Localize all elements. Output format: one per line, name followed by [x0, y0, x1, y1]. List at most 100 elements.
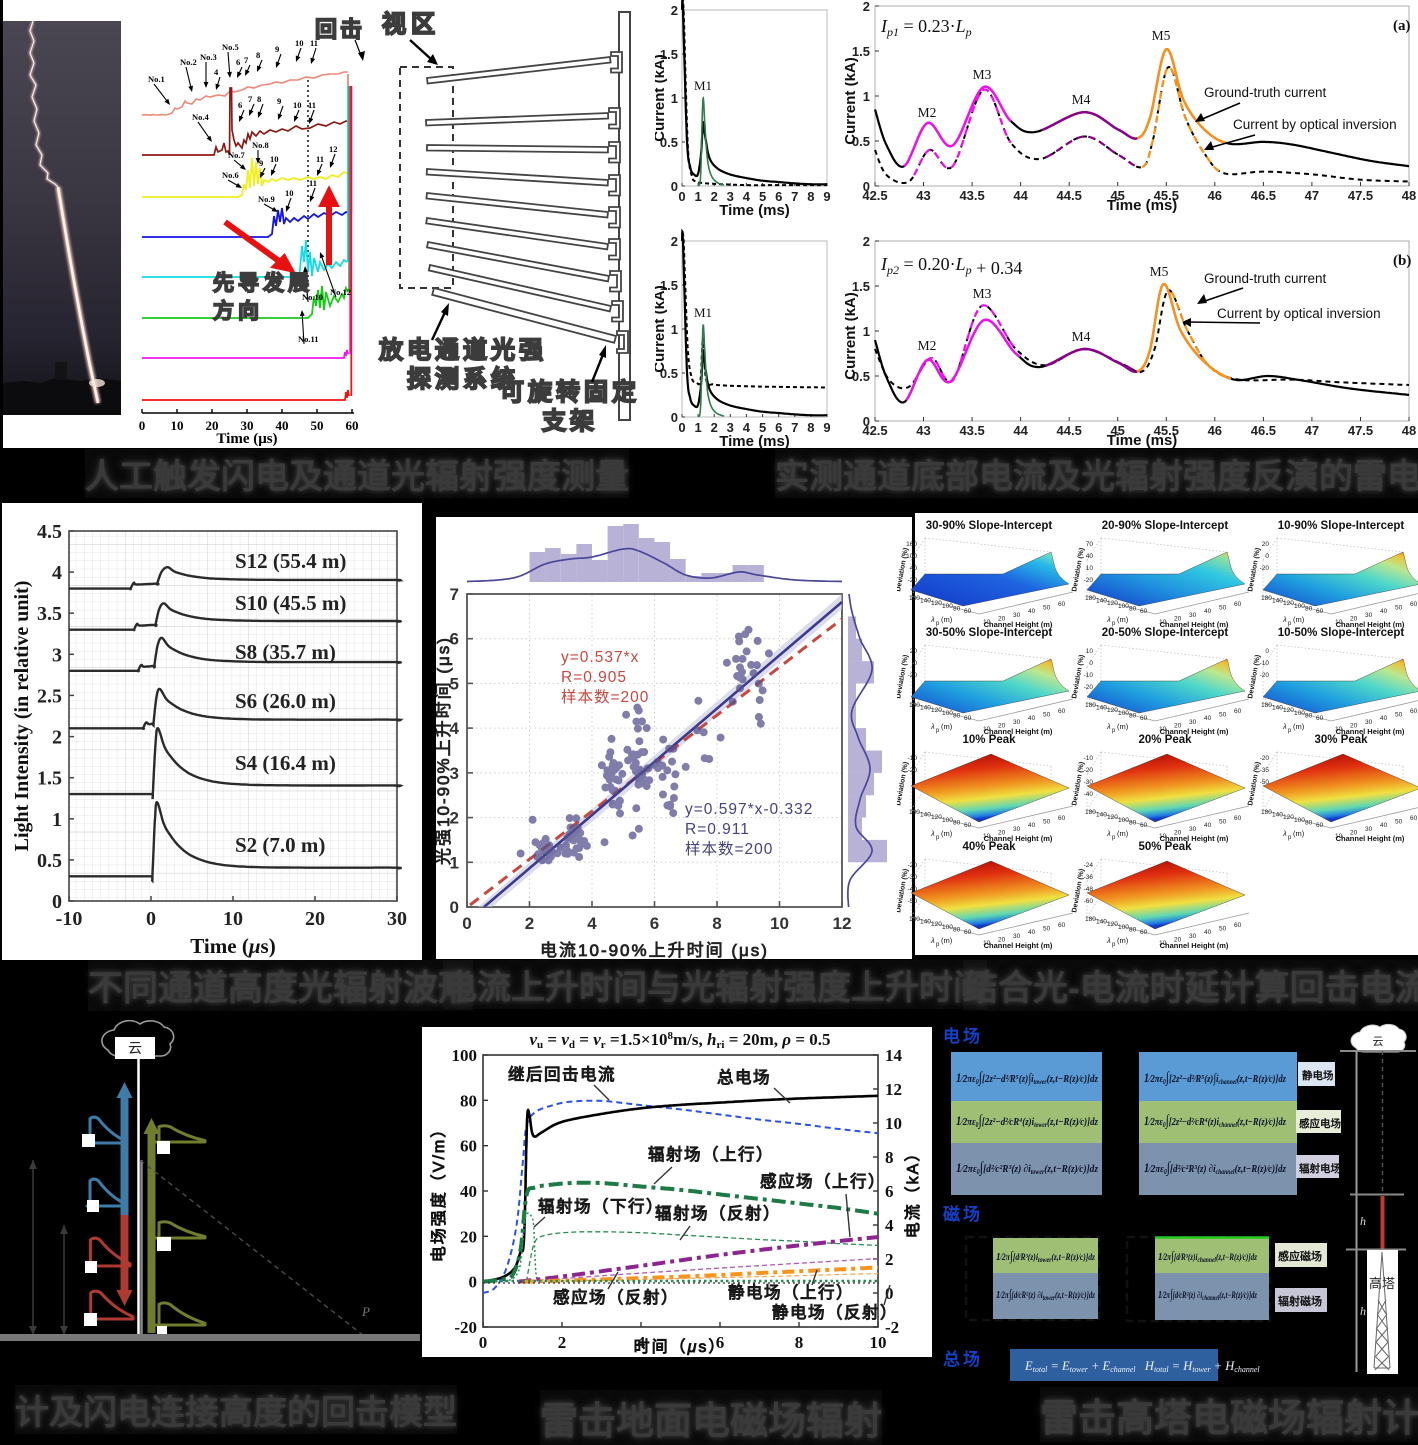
svg-text:20: 20	[910, 648, 918, 655]
svg-text:Channel Height (m): Channel Height (m)	[1336, 834, 1405, 843]
svg-text:60: 60	[1140, 608, 1148, 615]
svg-text:10: 10	[1159, 619, 1167, 626]
svg-text:(m): (m)	[1293, 722, 1305, 731]
svg-text:M2: M2	[918, 338, 937, 353]
svg-text:44.5: 44.5	[1057, 188, 1082, 203]
svg-text:-10: -10	[56, 908, 83, 930]
svg-text:静电场（反射）: 静电场（反射）	[772, 1303, 898, 1322]
svg-text:2.5: 2.5	[37, 685, 62, 707]
svg-text:vu = vd = vr =1.5×108m/s, hri: vu = vd = vr =1.5×108m/s, hri = 20m, ρ =…	[529, 1030, 830, 1051]
svg-text:30: 30	[241, 418, 254, 433]
svg-text:λ: λ	[930, 829, 935, 838]
svg-text:30-50% Slope-Intercept: 30-50% Slope-Intercept	[926, 627, 1053, 639]
svg-text:60: 60	[1058, 601, 1066, 608]
svg-text:10: 10	[1159, 940, 1167, 947]
svg-text:3.5: 3.5	[37, 603, 62, 625]
svg-text:10: 10	[223, 908, 243, 930]
svg-text:-20: -20	[908, 767, 918, 774]
svg-text:0: 0	[450, 898, 459, 917]
svg-text:40: 40	[1204, 929, 1212, 936]
svg-text:7: 7	[791, 420, 798, 435]
svg-text:20: 20	[1174, 615, 1182, 622]
svg-text:4: 4	[637, 1333, 646, 1352]
svg-text:M5: M5	[1152, 28, 1171, 43]
svg-text:40: 40	[1204, 715, 1212, 722]
svg-text:120: 120	[931, 921, 942, 928]
svg-text:100: 100	[942, 710, 953, 717]
svg-text:44.5: 44.5	[1057, 423, 1082, 438]
svg-text:4.5: 4.5	[37, 521, 62, 543]
svg-text:60: 60	[1058, 815, 1066, 822]
svg-text:10-50% Slope-Intercept: 10-50% Slope-Intercept	[1278, 627, 1405, 639]
svg-text:Ground-truth current: Ground-truth current	[1204, 85, 1327, 100]
svg-text:p: p	[1112, 835, 1116, 841]
svg-text:6: 6	[775, 189, 782, 204]
svg-text:光强10-90%上升时间 (μs): 光强10-90%上升时间 (μs)	[436, 636, 453, 865]
svg-text:No.10: No.10	[302, 292, 323, 302]
svg-text:100: 100	[942, 924, 953, 931]
svg-text:(m): (m)	[1117, 615, 1129, 624]
svg-text:0: 0	[146, 908, 156, 930]
svg-text:80: 80	[953, 712, 961, 719]
svg-text:20: 20	[1174, 722, 1182, 729]
svg-text:1: 1	[450, 853, 459, 872]
svg-text:40: 40	[1028, 608, 1036, 615]
svg-text:60: 60	[1234, 708, 1242, 715]
svg-text:40: 40	[1028, 929, 1036, 936]
svg-text:辐射磁场: 辐射磁场	[1278, 1294, 1322, 1308]
svg-text:50: 50	[1219, 712, 1227, 719]
svg-text:6: 6	[238, 100, 242, 110]
svg-text:0: 0	[1265, 553, 1269, 560]
svg-text:-40: -40	[1084, 791, 1094, 798]
svg-text:42.5: 42.5	[862, 423, 887, 438]
svg-text:80: 80	[1129, 819, 1137, 826]
svg-text:1: 1	[671, 91, 678, 106]
svg-text:140: 140	[920, 919, 931, 926]
svg-text:No.2: No.2	[180, 57, 197, 67]
svg-text:-30: -30	[908, 874, 918, 881]
svg-text:1⁄2π∫[d⁄cR²(z) ∂itower(z,t−R(z: 1⁄2π∫[d⁄cR²(z) ∂itower(z,t−R(z)⁄c)]dz	[996, 1286, 1095, 1302]
svg-text:11: 11	[308, 100, 316, 110]
svg-text:40: 40	[1086, 553, 1094, 560]
svg-text:0: 0	[671, 410, 678, 425]
svg-text:100: 100	[1118, 817, 1129, 824]
svg-text:p: p	[1112, 942, 1116, 948]
svg-text:(m): (m)	[941, 722, 953, 731]
svg-text:20: 20	[305, 908, 325, 930]
svg-text:44: 44	[1013, 423, 1028, 438]
svg-text:样本数=200: 样本数=200	[561, 688, 649, 706]
svg-text:M2: M2	[918, 105, 937, 120]
svg-text:0: 0	[913, 660, 917, 667]
svg-text:电流10-90%上升时间 (μs): 电流10-90%上升时间 (μs)	[540, 941, 769, 959]
svg-text:80: 80	[953, 605, 961, 612]
svg-text:50: 50	[1043, 712, 1051, 719]
svg-text:9: 9	[275, 44, 279, 54]
svg-text:100: 100	[452, 1046, 478, 1065]
svg-text:感应场（上行）: 感应场（上行）	[760, 1172, 886, 1191]
svg-text:50: 50	[1395, 605, 1403, 612]
svg-text:60: 60	[1316, 822, 1324, 829]
svg-text:电场: 电场	[943, 1026, 983, 1046]
svg-text:y=0.537*x: y=0.537*x	[561, 649, 639, 666]
svg-text:48: 48	[1402, 188, 1416, 203]
svg-text:80: 80	[1305, 605, 1313, 612]
svg-text:2: 2	[863, 0, 870, 14]
svg-text:(m): (m)	[1117, 829, 1129, 838]
svg-text:M1: M1	[694, 78, 712, 93]
svg-text:2: 2	[711, 420, 718, 435]
svg-text:30: 30	[1189, 933, 1197, 940]
svg-text:回击: 回击	[315, 17, 365, 42]
svg-text:120: 120	[931, 707, 942, 714]
svg-text:80: 80	[1129, 926, 1137, 933]
svg-text:6: 6	[236, 57, 240, 67]
svg-text:电流（kA）: 电流（kA）	[904, 1144, 922, 1239]
svg-text:50: 50	[311, 418, 324, 433]
svg-text:感应电场: 感应电场	[1299, 1117, 1341, 1130]
svg-text:0: 0	[671, 179, 678, 194]
svg-text:1.5: 1.5	[660, 278, 678, 293]
svg-text:1⁄2π∫[d⁄R³(z)ichannel(z,t−R(z): 1⁄2π∫[d⁄R³(z)ichannel(z,t−R(z)⁄c)]dz	[1158, 1248, 1257, 1264]
svg-text:1⁄2π∫[d⁄cR²(z) ∂ichannel(z,t−R: 1⁄2π∫[d⁄cR²(z) ∂ichannel(z,t−R(z)⁄c)]dz	[1158, 1286, 1257, 1302]
svg-text:10: 10	[270, 154, 279, 164]
svg-text:20: 20	[998, 615, 1006, 622]
svg-text:40: 40	[1380, 608, 1388, 615]
